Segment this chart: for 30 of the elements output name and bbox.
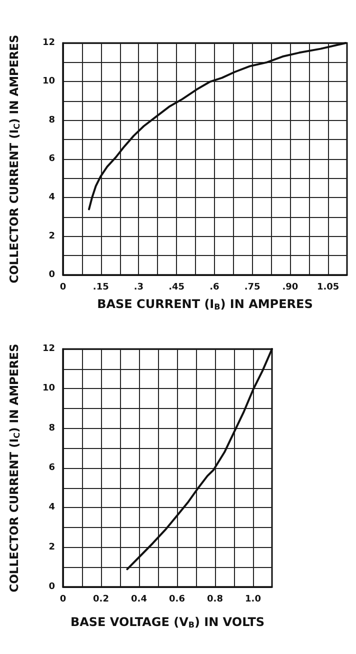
y-tick-label: 4 <box>48 502 55 513</box>
x-tick-label: 1.05 <box>316 282 340 292</box>
y-tick-label: 2 <box>48 542 55 552</box>
y-tick-label: 8 <box>48 423 55 434</box>
x-tick-label: 0.8 <box>207 594 223 604</box>
x-tick-label: 0 <box>60 282 66 292</box>
y-tick-label: 12 <box>42 38 55 48</box>
x-tick-label: .6 <box>210 282 220 292</box>
y-tick-label: 0 <box>48 270 55 280</box>
x-tick-label: .90 <box>282 282 298 292</box>
y-tick-label: 10 <box>42 76 55 87</box>
x-tick-label: 0.6 <box>169 594 185 604</box>
x-tick-label: .75 <box>244 282 260 292</box>
x-tick-label: 0.4 <box>131 594 147 604</box>
x-tick-label: .3 <box>134 282 144 292</box>
y-axis-title: COLLECTOR CURRENT (IC) IN AMPERES <box>7 34 22 284</box>
y-tick-label: 6 <box>48 463 55 473</box>
x-tick-label: 0.2 <box>93 594 109 604</box>
x-tick-label: 1.0 <box>245 594 261 604</box>
y-tick-label: 0 <box>48 582 55 592</box>
x-tick-label: .15 <box>92 282 109 292</box>
y-tick-label: 10 <box>42 384 55 394</box>
y-tick-label: 2 <box>48 231 55 242</box>
y-tick-label: 8 <box>48 115 55 126</box>
y-tick-label: 4 <box>48 192 55 203</box>
y-axis-title: COLLECTOR CURRENT (IC) IN AMPERES <box>7 344 22 592</box>
x-tick-label: .45 <box>168 282 185 292</box>
y-tick-label: 12 <box>42 344 55 354</box>
y-tick-label: 6 <box>48 154 55 164</box>
x-tick-label: 0 <box>60 594 66 604</box>
